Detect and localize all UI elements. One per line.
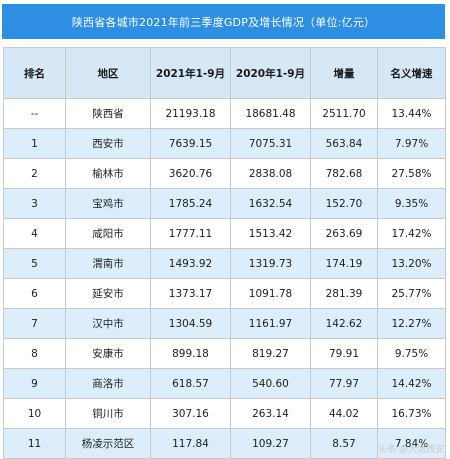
cell-2021: 3620.76 [150, 158, 231, 189]
cell-rank: 1 [3, 128, 66, 159]
cell-region: 榆林市 [65, 158, 151, 189]
cell-increment: 263.69 [310, 218, 378, 249]
cell-2020: 1319.73 [230, 248, 311, 279]
cell-2021: 117.84 [150, 428, 231, 459]
cell-rank: 6 [3, 278, 66, 309]
cell-increment: 563.84 [310, 128, 378, 159]
header-growth: 名义增速 [377, 47, 446, 99]
table-row: 7 汉中市 1304.59 1161.97 142.62 12.27% [3, 308, 446, 339]
cell-2020: 18681.48 [230, 98, 311, 129]
header-rank: 排名 [3, 47, 66, 99]
cell-region: 西安市 [65, 128, 151, 159]
cell-growth: 13.44% [377, 98, 446, 129]
table-row: -- 陕西省 21193.18 18681.48 2511.70 13.44% [3, 98, 446, 129]
cell-region: 陕西省 [65, 98, 151, 129]
cell-region: 商洛市 [65, 368, 151, 399]
gdp-table: 排名 地区 2021年1-9月 2020年1-9月 增量 名义增速 -- 陕西省 2… [3, 47, 446, 459]
cell-region: 安康市 [65, 338, 151, 369]
table-title: 陕西省各城市2021年前三季度GDP及增长情况（单位:亿元） [2, 4, 445, 39]
cell-growth: 9.75% [377, 338, 446, 369]
cell-growth: 13.20% [377, 248, 446, 279]
cell-rank: 7 [3, 308, 66, 339]
cell-2020: 263.14 [230, 398, 311, 429]
cell-2020: 1091.78 [230, 278, 311, 309]
cell-2020: 2838.08 [230, 158, 311, 189]
header-2020: 2020年1-9月 [230, 47, 311, 99]
cell-increment: 79.91 [310, 338, 378, 369]
cell-increment: 2511.70 [310, 98, 378, 129]
cell-region: 铜川市 [65, 398, 151, 429]
cell-rank: 5 [3, 248, 66, 279]
cell-growth: 25.77% [377, 278, 446, 309]
cell-2020: 7075.31 [230, 128, 311, 159]
cell-increment: 782.68 [310, 158, 378, 189]
cell-increment: 77.97 [310, 368, 378, 399]
cell-increment: 174.19 [310, 248, 378, 279]
cell-increment: 142.62 [310, 308, 378, 339]
cell-2020: 540.60 [230, 368, 311, 399]
cell-region: 渭南市 [65, 248, 151, 279]
watermark: 头条 @大话西安 [378, 445, 444, 455]
cell-2021: 307.16 [150, 398, 231, 429]
cell-2021: 1493.92 [150, 248, 231, 279]
cell-2021: 1785.24 [150, 188, 231, 219]
cell-growth: 7.97% [377, 128, 446, 159]
cell-rank: 2 [3, 158, 66, 189]
cell-rank: 3 [3, 188, 66, 219]
cell-growth: 9.35% [377, 188, 446, 219]
cell-rank: 11 [3, 428, 66, 459]
cell-region: 宝鸡市 [65, 188, 151, 219]
cell-growth: 17.42% [377, 218, 446, 249]
cell-2021: 1304.59 [150, 308, 231, 339]
cell-2021: 7639.15 [150, 128, 231, 159]
cell-2020: 109.27 [230, 428, 311, 459]
cell-2020: 1632.54 [230, 188, 311, 219]
header-region: 地区 [65, 47, 151, 99]
cell-rank: 9 [3, 368, 66, 399]
header-2021: 2021年1-9月 [150, 47, 231, 99]
cell-region: 咸阳市 [65, 218, 151, 249]
cell-2021: 1777.11 [150, 218, 231, 249]
table-row: 3 宝鸡市 1785.24 1632.54 152.70 9.35% [3, 188, 446, 219]
cell-2021: 618.57 [150, 368, 231, 399]
cell-rank: 10 [3, 398, 66, 429]
cell-2021: 899.18 [150, 338, 231, 369]
header-row: 排名 地区 2021年1-9月 2020年1-9月 增量 名义增速 [3, 47, 446, 99]
cell-growth: 12.27% [377, 308, 446, 339]
cell-rank: -- [3, 98, 66, 129]
header-increment: 增量 [310, 47, 378, 99]
table-row: 8 安康市 899.18 819.27 79.91 9.75% [3, 338, 446, 369]
cell-growth: 14.42% [377, 368, 446, 399]
cell-growth: 7.84% [377, 428, 446, 459]
cell-2021: 21193.18 [150, 98, 231, 129]
cell-2020: 1513.42 [230, 218, 311, 249]
cell-2021: 1373.17 [150, 278, 231, 309]
cell-region: 延安市 [65, 278, 151, 309]
table-row: 6 延安市 1373.17 1091.78 281.39 25.77% [3, 278, 446, 309]
cell-increment: 281.39 [310, 278, 378, 309]
cell-increment: 8.57 [310, 428, 378, 459]
cell-growth: 27.58% [377, 158, 446, 189]
table-row: 9 商洛市 618.57 540.60 77.97 14.42% [3, 368, 446, 399]
table-row: 11 杨凌示范区 117.84 109.27 8.57 7.84% [3, 428, 446, 459]
table-row: 1 西安市 7639.15 7075.31 563.84 7.97% [3, 128, 446, 159]
cell-rank: 4 [3, 218, 66, 249]
cell-2020: 1161.97 [230, 308, 311, 339]
cell-2020: 819.27 [230, 338, 311, 369]
cell-region: 汉中市 [65, 308, 151, 339]
cell-growth: 16.73% [377, 398, 446, 429]
table-row: 10 铜川市 307.16 263.14 44.02 16.73% [3, 398, 446, 429]
cell-region: 杨凌示范区 [65, 428, 151, 459]
table-row: 2 榆林市 3620.76 2838.08 782.68 27.58% [3, 158, 446, 189]
cell-increment: 152.70 [310, 188, 378, 219]
table-row: 5 渭南市 1493.92 1319.73 174.19 13.20% [3, 248, 446, 279]
cell-increment: 44.02 [310, 398, 378, 429]
table-row: 4 咸阳市 1777.11 1513.42 263.69 17.42% [3, 218, 446, 249]
cell-rank: 8 [3, 338, 66, 369]
